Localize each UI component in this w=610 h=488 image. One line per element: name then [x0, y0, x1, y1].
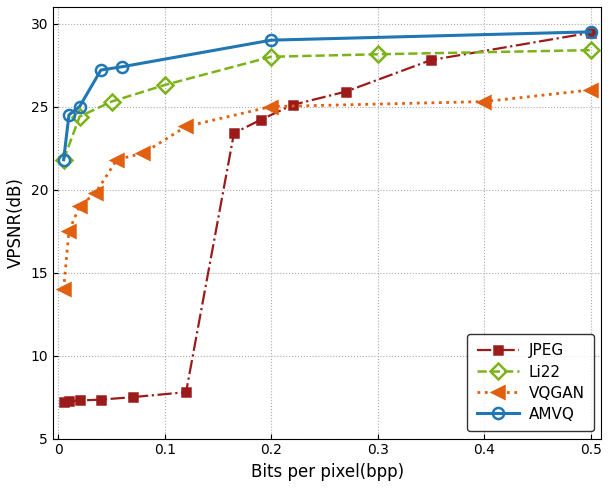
JPEG	[60, 399, 67, 405]
Li22	[60, 157, 67, 163]
JPEG	[129, 394, 137, 400]
VQGAN	[268, 103, 275, 109]
Li22	[374, 51, 381, 57]
Line: AMVQ: AMVQ	[58, 26, 596, 165]
Line: JPEG: JPEG	[59, 28, 595, 407]
AMVQ	[60, 157, 67, 163]
Line: VQGAN: VQGAN	[57, 84, 597, 295]
VQGAN	[92, 190, 99, 196]
VQGAN	[76, 203, 83, 209]
VQGAN	[65, 228, 73, 234]
JPEG	[97, 397, 104, 403]
AMVQ	[268, 37, 275, 43]
AMVQ	[118, 64, 126, 70]
JPEG	[342, 89, 350, 95]
JPEG	[182, 389, 190, 395]
VQGAN	[60, 286, 67, 292]
Line: Li22: Li22	[58, 44, 596, 165]
VQGAN	[481, 99, 488, 104]
Li22	[76, 114, 83, 120]
JPEG	[427, 57, 434, 63]
Li22	[108, 99, 115, 104]
AMVQ	[97, 67, 104, 73]
JPEG	[587, 30, 594, 36]
Li22	[587, 47, 594, 53]
JPEG	[76, 398, 83, 404]
Li22	[161, 82, 168, 88]
AMVQ	[587, 29, 594, 35]
AMVQ	[76, 103, 83, 109]
VQGAN	[113, 157, 121, 163]
VQGAN	[182, 123, 190, 129]
Y-axis label: VPSNR(dB): VPSNR(dB)	[7, 177, 25, 268]
AMVQ	[65, 112, 73, 118]
Legend: JPEG, Li22, VQGAN, AMVQ: JPEG, Li22, VQGAN, AMVQ	[467, 334, 594, 431]
JPEG	[65, 398, 73, 404]
VQGAN	[587, 87, 594, 93]
JPEG	[231, 130, 238, 136]
Li22	[268, 54, 275, 60]
JPEG	[257, 117, 264, 123]
VQGAN	[140, 150, 147, 156]
X-axis label: Bits per pixel(bpp): Bits per pixel(bpp)	[251, 463, 404, 481]
JPEG	[289, 102, 296, 108]
